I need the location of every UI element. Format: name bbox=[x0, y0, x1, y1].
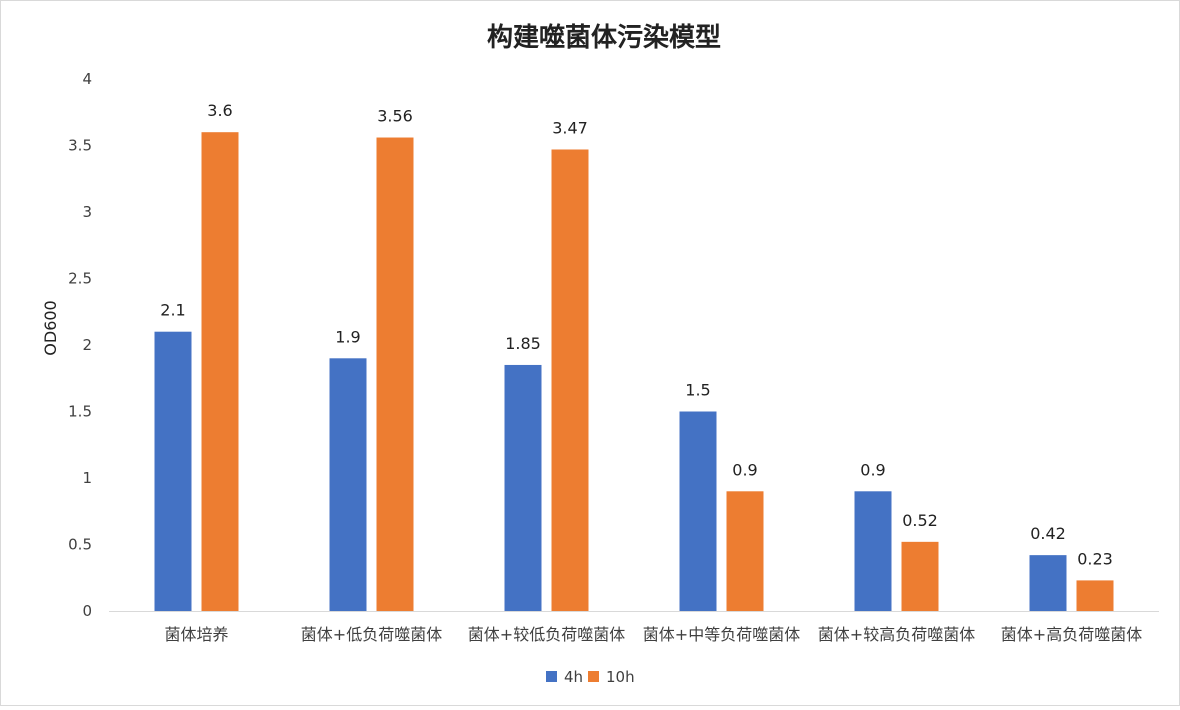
bar-4h-3 bbox=[504, 364, 542, 611]
bar-10h-4 bbox=[726, 491, 764, 611]
y-tick-label: 0 bbox=[82, 602, 92, 620]
data-label: 1.9 bbox=[335, 327, 360, 346]
y-tick-label: 1.5 bbox=[68, 403, 92, 421]
legend: 4h 10h bbox=[546, 668, 635, 686]
x-category-label: 菌体+中等负荷噬菌体 bbox=[643, 625, 800, 644]
data-label: 0.23 bbox=[1077, 549, 1113, 568]
bar-4h-6 bbox=[1029, 555, 1067, 611]
data-label: 0.52 bbox=[902, 511, 938, 530]
legend-swatch-10h bbox=[588, 671, 599, 682]
data-label: 3.47 bbox=[552, 118, 588, 137]
legend-label: 10h bbox=[606, 668, 635, 686]
data-label: 0.42 bbox=[1030, 524, 1066, 543]
data-label: 0.9 bbox=[860, 460, 885, 479]
y-tick-label: 0.5 bbox=[68, 536, 92, 554]
bar-10h-6 bbox=[1076, 580, 1114, 611]
data-label: 1.85 bbox=[505, 334, 541, 353]
y-tick-label: 1 bbox=[82, 469, 92, 487]
data-label: 3.56 bbox=[377, 107, 413, 126]
data-label: 1.5 bbox=[685, 381, 710, 400]
x-category-label: 菌体+较低负荷噬菌体 bbox=[468, 625, 625, 644]
data-label: 3.6 bbox=[207, 101, 232, 120]
data-label: 2.1 bbox=[160, 301, 185, 320]
bar-4h-1 bbox=[154, 331, 192, 611]
bar-10h-5 bbox=[901, 541, 939, 611]
bar-4h-4 bbox=[679, 411, 717, 611]
bar-4h-2 bbox=[329, 358, 367, 611]
bars: 2.1 3.6 1.9 3.56 1.85 3.47 1.5 0.9 0.9 0.52 0.42 0.… bbox=[154, 101, 1114, 612]
y-tick-label: 4 bbox=[82, 70, 92, 88]
legend-label: 4h bbox=[564, 668, 583, 686]
x-axis-categories: 菌体培养 菌体+低负荷噬菌体 菌体+较低负荷噬菌体 菌体+中等负荷噬菌体 菌体+较高负荷… bbox=[164, 625, 1142, 644]
bar-10h-1 bbox=[201, 132, 239, 611]
legend-swatch-4h bbox=[546, 671, 557, 682]
x-category-label: 菌体+低负荷噬菌体 bbox=[301, 625, 442, 644]
bar-4h-5 bbox=[854, 491, 892, 611]
y-tick-label: 3.5 bbox=[68, 137, 92, 155]
x-category-label: 菌体+较高负荷噬菌体 bbox=[818, 625, 975, 644]
bar-10h-3 bbox=[551, 149, 589, 612]
x-category-label: 菌体+高负荷噬菌体 bbox=[1001, 625, 1142, 644]
y-tick-label: 3 bbox=[82, 203, 92, 221]
bar-10h-2 bbox=[376, 137, 414, 611]
data-label: 0.9 bbox=[732, 460, 757, 479]
chart-title: 构建噬菌体污染模型 bbox=[487, 22, 721, 53]
y-axis-ticks: 0 0.5 1 1.5 2 2.5 3 3.5 4 bbox=[68, 70, 92, 620]
y-tick-label: 2 bbox=[82, 336, 92, 354]
y-tick-label: 2.5 bbox=[68, 270, 92, 288]
y-axis-label: OD600 bbox=[41, 300, 60, 355]
x-category-label: 菌体培养 bbox=[164, 625, 228, 644]
